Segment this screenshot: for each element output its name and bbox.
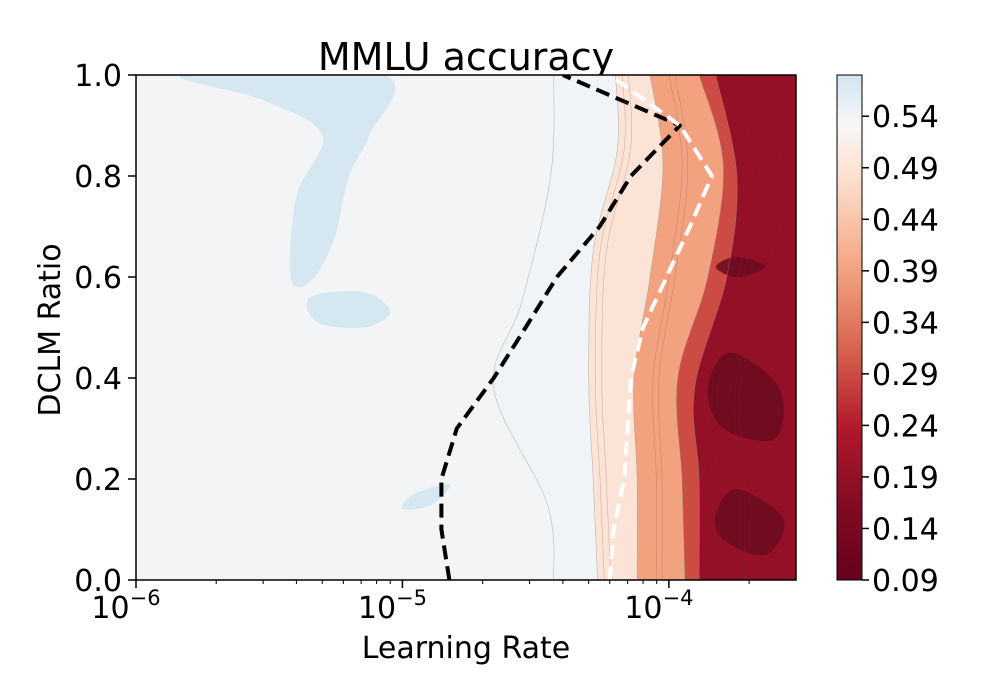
colorbar-tick-label: 0.29 xyxy=(872,358,939,393)
contour-line-0.39 xyxy=(633,75,664,580)
x-tick-label: 10−6 xyxy=(91,586,160,626)
colorbar-tick-label: 0.39 xyxy=(872,255,939,290)
y-axis-label: DCLM Ratio xyxy=(33,243,68,416)
colorbar-tick-label: 0.49 xyxy=(872,152,939,187)
colorbar: 0.54 0.49 0.44 0.39 0.34 0.29 0.24 0.19 0.14 0.09 xyxy=(836,74,939,599)
contour-line-minor-3 xyxy=(652,75,683,580)
x-tick-label: 10−4 xyxy=(624,586,693,626)
x-axis-label: Learning Rate xyxy=(362,631,571,666)
black-dashed-line xyxy=(439,75,682,580)
contour-line-minor-2 xyxy=(601,75,632,580)
contour-line-minor-1 xyxy=(595,75,626,580)
high-accuracy-region-mid xyxy=(306,291,391,329)
chart-title: MMLU accuracy xyxy=(318,35,614,79)
contour-line-0.54 xyxy=(492,75,555,580)
y-tick-label: 0.0 xyxy=(74,564,122,599)
contour-line-0.19 xyxy=(693,75,738,580)
y-tick-label: 0.4 xyxy=(74,362,122,397)
x-tick-label: 10−5 xyxy=(358,586,427,626)
colorbar-tick-label: 0.44 xyxy=(872,203,939,238)
contour-line-0.49 xyxy=(588,75,619,580)
colorbar-tick-label: 0.34 xyxy=(872,306,939,341)
colorbar-tick-label: 0.14 xyxy=(872,512,939,547)
plot-area xyxy=(136,75,796,580)
colorbar-tick-label: 0.54 xyxy=(872,100,939,135)
colorbar-tick-label: 0.24 xyxy=(872,409,939,444)
contour-line-0.29 xyxy=(676,75,724,580)
high-accuracy-region-low xyxy=(401,483,450,510)
y-tick-label: 1.0 xyxy=(74,59,122,94)
colorbar-tick-label: 0.09 xyxy=(872,564,939,599)
contour-band-0.19 xyxy=(693,75,796,580)
colorbar-tick-label: 0.19 xyxy=(872,461,939,496)
dark-region-1 xyxy=(715,256,766,277)
y-tick-label: 0.8 xyxy=(74,160,122,195)
colorbar-gradient xyxy=(836,74,863,581)
contour-line-minor-7 xyxy=(733,75,779,580)
dark-region-3 xyxy=(714,489,785,556)
contour-line-minor-8 xyxy=(738,75,783,580)
high-accuracy-region-top xyxy=(179,75,396,288)
contour-line-minor-6 xyxy=(711,75,760,580)
contour-line-minor-4 xyxy=(658,75,689,580)
white-dashed-line xyxy=(607,75,714,580)
y-tick-label: 0.2 xyxy=(74,463,122,498)
contour-line-minor-5 xyxy=(706,75,754,580)
plot-frame xyxy=(135,74,797,581)
axes: 0.0 0.2 0.4 0.6 0.8 1.0 10−6 10−5 10−4 xyxy=(74,59,797,626)
y-tick-label: 0.6 xyxy=(74,261,122,296)
dark-region-2 xyxy=(707,352,784,442)
